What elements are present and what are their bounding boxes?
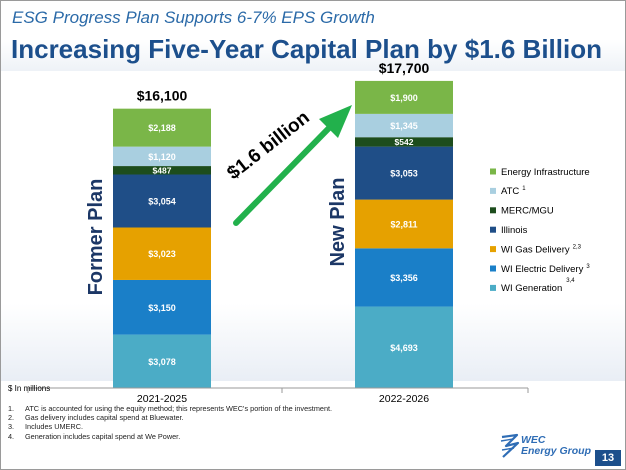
category-label: 2022-2026 — [379, 393, 429, 405]
legend-swatch — [490, 187, 496, 194]
footnote-number: 1. — [8, 404, 15, 413]
footnote-text: ATC is accounted for using the equity me… — [25, 404, 333, 413]
logo-text-line1: WEC — [521, 434, 546, 446]
footnote-3: 3. Includes UMERC. — [8, 422, 332, 431]
wec-logo-icon — [500, 433, 520, 458]
legend-label: Illinois — [501, 225, 528, 236]
bar-segment-wi-electric-delivery-0 — [113, 279, 211, 335]
legend-swatch — [490, 226, 496, 233]
plan-label: Former Plan — [85, 179, 107, 296]
bar-segment-wi-generation-1 — [355, 306, 453, 388]
legend-swatch — [490, 168, 496, 175]
total-label: $17,700 — [379, 60, 430, 76]
legend-superscript: 3 — [586, 264, 590, 270]
footnotes: 1. ATC is accounted for using the equity … — [8, 404, 332, 441]
total-label: $16,100 — [137, 88, 188, 104]
legend-label: WI Gas Delivery 2,3 — [501, 244, 582, 255]
bar-segment-merc-mgu-0 — [113, 166, 211, 175]
footnote-text: Generation includes capital spend at We … — [25, 431, 181, 441]
data-label: $3,023 — [148, 249, 176, 259]
category-label: 2021-2025 — [137, 393, 187, 405]
data-label: $2,811 — [390, 219, 417, 229]
data-label: $1,120 — [148, 152, 176, 162]
legend-superscript: 1 — [522, 186, 526, 192]
bar-segment-energy-infrastructure-0 — [113, 108, 211, 147]
footnote-number: 3. — [8, 422, 15, 432]
wec-logo: WEC Energy Group — [499, 433, 591, 463]
legend-swatch — [490, 284, 496, 291]
bar-segment-energy-infrastructure-1 — [355, 80, 453, 114]
footnote-1: 1. ATC is accounted for using the equity … — [8, 404, 332, 413]
increase-arrow-head — [319, 105, 352, 138]
bar-segment-wi-gas-delivery-0 — [113, 227, 211, 280]
header-band — [1, 1, 625, 71]
footnote-text: Gas delivery includes capital spend at B… — [25, 413, 184, 423]
bar-segment-wi-generation-0 — [113, 334, 211, 388]
legend-label: Energy Infrastructure — [501, 167, 590, 178]
bar-segment-atc-1 — [355, 113, 453, 138]
data-label: $3,054 — [148, 197, 176, 207]
legend-swatch — [490, 207, 496, 214]
data-label: $3,078 — [148, 357, 176, 367]
footnote-2: 2. Gas delivery includes capital spend at… — [8, 413, 332, 422]
legend-superscript: 3,4 — [566, 278, 575, 284]
bar-segment-illinois-1 — [355, 146, 453, 200]
data-label: $3,356 — [390, 273, 418, 283]
data-label: $1,900 — [390, 93, 418, 103]
footnote-text: Includes UMERC. — [25, 422, 83, 432]
chart-background — [1, 71, 625, 381]
data-label: $1,345 — [390, 121, 418, 131]
data-label: $3,053 — [390, 169, 418, 179]
bar-segment-merc-mgu-1 — [355, 137, 453, 147]
bar-segment-illinois-0 — [113, 174, 211, 228]
bar-segment-wi-gas-delivery-1 — [355, 199, 453, 249]
data-label: $4,693 — [390, 343, 418, 353]
page-number: 13 — [595, 450, 621, 466]
slide-title: Increasing Five-Year Capital Plan by $1.… — [11, 34, 602, 64]
bar-segment-wi-electric-delivery-1 — [355, 248, 453, 307]
increase-arrow-shaft — [233, 124, 333, 226]
data-label: $2,188 — [148, 123, 176, 133]
legend-label: WI Electric Delivery 3 — [501, 264, 590, 275]
legend-label: MERC/MGU — [501, 206, 554, 217]
legend-swatch — [490, 246, 496, 253]
data-label: $487 — [153, 165, 172, 175]
legend-swatch — [490, 265, 496, 272]
legend-superscript: 2,3 — [573, 244, 582, 250]
legend-label: ATC 1 — [501, 186, 526, 197]
units-label: $ In millions — [8, 384, 50, 393]
plan-label: New Plan — [327, 178, 349, 267]
footnote-number: 2. — [8, 413, 15, 423]
footnote-4: 4. Generation includes capital spend at W… — [8, 432, 332, 441]
slide-subtitle: ESG Progress Plan Supports 6-7% EPS Grow… — [12, 8, 375, 27]
data-label: $3,150 — [148, 303, 176, 313]
logo-text-line2: Energy Group — [521, 445, 592, 457]
data-label: $542 — [395, 137, 414, 147]
footnote-number: 4. — [8, 431, 15, 441]
bar-segment-atc-0 — [113, 146, 211, 167]
